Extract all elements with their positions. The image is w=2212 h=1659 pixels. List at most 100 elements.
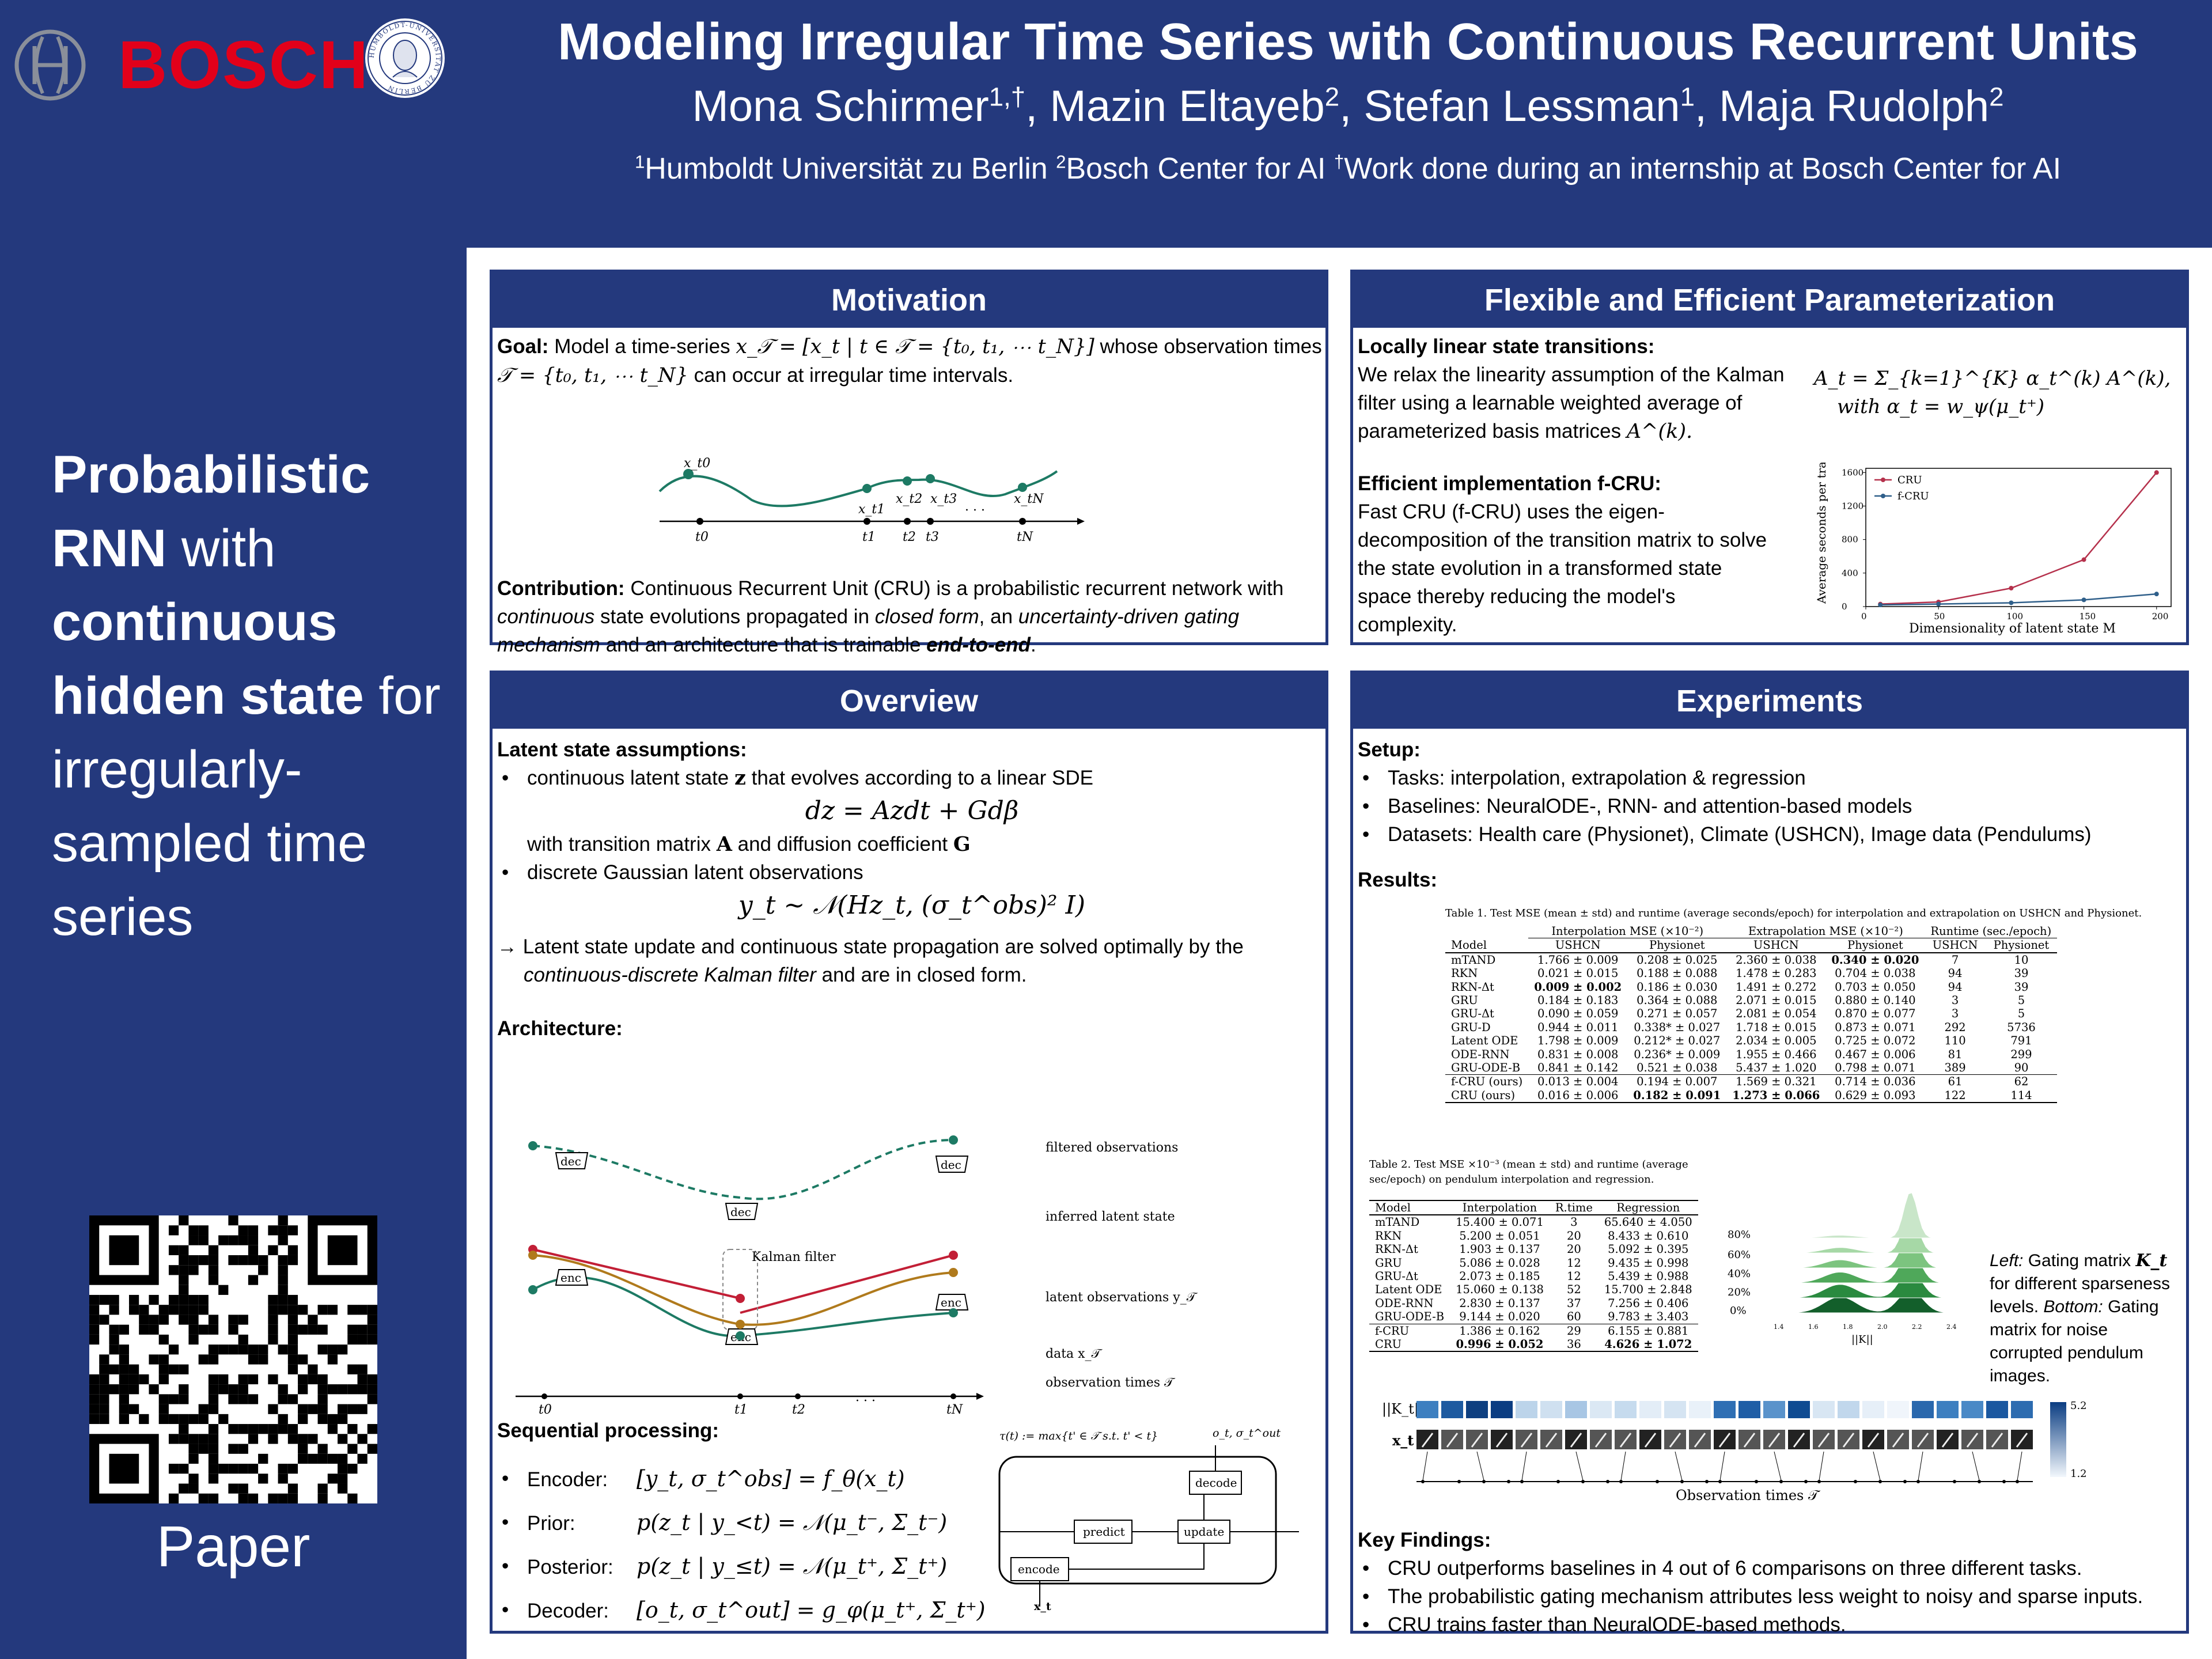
ridge-xtick-3: 1.8 xyxy=(1843,1323,1853,1331)
table-cell: 791 xyxy=(2010,1034,2032,1048)
qr-module xyxy=(198,1414,209,1425)
results-table-1: Interpolation MSE (×10⁻²) Extrapolation … xyxy=(1445,925,2058,1103)
results-label: Results: xyxy=(1358,869,1438,891)
qr-module xyxy=(268,1324,278,1335)
qr-module xyxy=(268,1493,278,1503)
tick-dots: · · · xyxy=(965,503,985,518)
qr-module xyxy=(208,1384,219,1395)
qr-module xyxy=(119,1374,129,1385)
table-cell: 1.491 ± 0.272 xyxy=(1736,980,1817,994)
dec-box-2: dec xyxy=(730,1205,751,1219)
locally-linear-label: Locally linear state transitions: xyxy=(1358,335,1655,358)
qr-module xyxy=(298,1444,308,1454)
qr-module xyxy=(208,1315,219,1325)
qr-module xyxy=(208,1474,219,1484)
qr-module xyxy=(89,1404,100,1414)
qr-module xyxy=(228,1464,238,1474)
density-ridge xyxy=(1774,1192,1964,1238)
qr-module xyxy=(128,1294,139,1305)
table1-caption: Table 1. Test MSE (mean ± std) and runti… xyxy=(1445,907,2142,919)
qr-module xyxy=(248,1275,259,1285)
table-cell: 5.439 ± 0.988 xyxy=(1608,1270,1689,1283)
affil-3-mark: † xyxy=(1334,151,1344,172)
strip-row2-label: x_t xyxy=(1392,1432,1414,1449)
qr-module xyxy=(208,1493,219,1503)
bullet-gaussian-obs: discrete Gaussian latent observations xyxy=(497,858,1327,887)
series-point-f-CRU xyxy=(2081,597,2086,603)
qr-module xyxy=(347,1364,358,1374)
key-findings: Key Findings: CRU outperforms baselines … xyxy=(1358,1526,2187,1639)
qr-module xyxy=(268,1434,278,1444)
time-connector xyxy=(1819,1451,1824,1481)
point-label-x3: x_t3 xyxy=(930,492,957,506)
qr-module xyxy=(198,1354,209,1365)
flow-output-label: o_t, σ_t^out xyxy=(1213,1427,1281,1440)
table-cell: 0.184 ± 0.183 xyxy=(1537,994,1619,1007)
efficient-text: Fast CRU (f-CRU) uses the eigen-decompos… xyxy=(1358,501,1767,636)
qr-module xyxy=(99,1364,109,1374)
qr-module xyxy=(139,1315,149,1325)
qr-module xyxy=(278,1225,288,1236)
table-cell: 94 xyxy=(1948,967,1963,980)
pendulum-stroke xyxy=(1421,1433,1434,1448)
table-cell: 0.467 ± 0.006 xyxy=(1835,1047,1916,1061)
goal-text-3: can occur at irregular time intervals. xyxy=(694,364,1014,387)
tagline-part-2: with xyxy=(166,519,276,578)
qr-module xyxy=(238,1255,248,1266)
table-cell: 20 xyxy=(1566,1243,1581,1256)
t1-col-6: Physionet xyxy=(1993,938,2050,952)
qr-module xyxy=(198,1235,209,1245)
density-ridge xyxy=(1774,1231,1964,1268)
paper-qr-code[interactable] xyxy=(89,1215,377,1503)
table-cell: 2.360 ± 0.038 xyxy=(1736,953,1817,967)
qr-module xyxy=(238,1464,248,1474)
table-cell: 0.208 ± 0.025 xyxy=(1637,953,1718,967)
time-connector xyxy=(1422,1451,1428,1481)
qr-module xyxy=(179,1275,189,1285)
table-row: GRU-ODE-B 0.841 ± 0.142 0.521 ± 0.038 5.437… xyxy=(1445,1061,2057,1075)
qr-module xyxy=(317,1453,328,1464)
table2-caption: Table 2. Test MSE ×10⁻³ (mean ± std) and… xyxy=(1369,1158,1688,1185)
qr-module xyxy=(89,1324,100,1335)
table-row: GRU-Δt 0.090 ± 0.059 0.271 ± 0.057 2.081 ± … xyxy=(1445,1007,2057,1020)
qr-module xyxy=(357,1374,368,1385)
qr-module xyxy=(119,1414,129,1425)
qr-module xyxy=(179,1215,189,1226)
qr-module xyxy=(367,1424,377,1434)
table-cell: 0.996 ± 0.052 xyxy=(1456,1338,1544,1351)
setup-datasets: Datasets: Health care (Physionet), Clima… xyxy=(1358,820,2187,849)
table-row: RKN-Δt 0.009 ± 0.002 0.186 ± 0.030 1.491 ± … xyxy=(1445,980,2057,994)
qr-module xyxy=(367,1315,377,1325)
pendulum-stroke xyxy=(1545,1433,1558,1448)
qr-module xyxy=(188,1444,199,1454)
qr-module xyxy=(228,1255,238,1266)
table-cell: 7.256 ± 0.406 xyxy=(1608,1296,1689,1310)
tagline-part-4: for irregularly-sampled time series xyxy=(52,666,441,946)
legend-times: observation times 𝒯 xyxy=(1046,1376,1176,1390)
gating-norm-cell xyxy=(1937,1401,1959,1418)
table-row: RKN 0.021 ± 0.015 0.188 ± 0.088 1.478 ± 0.2… xyxy=(1445,967,2057,980)
gating-norm-cell xyxy=(1961,1401,1983,1418)
kalman-filter-label: Kalman filter xyxy=(752,1250,836,1264)
qr-module xyxy=(228,1444,238,1454)
gating-norm-cell xyxy=(1516,1401,1537,1418)
table-cell: 9.783 ± 3.403 xyxy=(1608,1310,1689,1324)
note-left-em: Left: xyxy=(1990,1251,2024,1270)
table-cell: 2.081 ± 0.054 xyxy=(1736,1007,1817,1021)
qr-module xyxy=(278,1305,288,1315)
pendulum-stroke xyxy=(1446,1433,1459,1448)
table-cell: 292 xyxy=(1944,1020,1966,1034)
runtime-line-chart: 0 50 100 150 200 0 400 800 1200 1600 CRU f-CRU Dimen… xyxy=(1815,463,2172,635)
gating-norm-cell xyxy=(2011,1401,2033,1418)
dec-box-1: dec xyxy=(560,1154,581,1168)
affil-1: Humboldt Universität zu Berlin xyxy=(645,152,1048,185)
table-cell: 0.194 ± 0.007 xyxy=(1637,1075,1718,1089)
dec-box-3: dec xyxy=(941,1158,961,1172)
qr-module xyxy=(298,1453,308,1464)
table-cell: CRU (ours) xyxy=(1451,1088,1516,1102)
qr-module xyxy=(238,1334,248,1345)
table-row: GRU-Δt 2.073 ± 0.185 12 5.439 ± 0.988 xyxy=(1369,1270,1698,1283)
qr-module xyxy=(198,1225,209,1236)
qr-module xyxy=(357,1334,368,1345)
qr-module xyxy=(119,1344,129,1355)
